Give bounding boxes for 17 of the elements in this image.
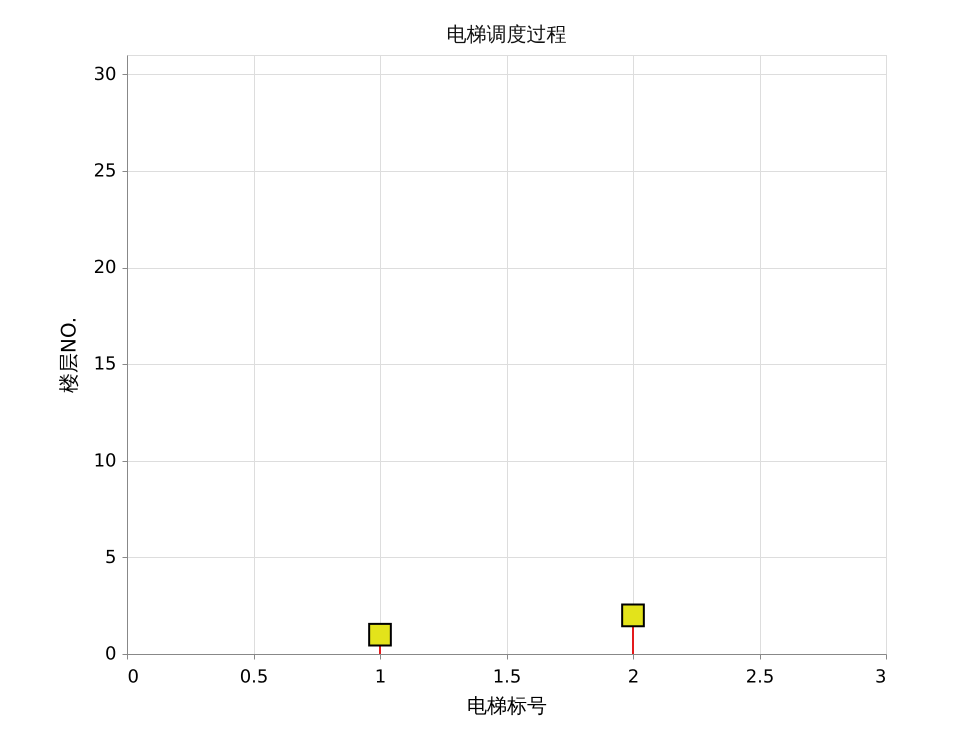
- x-tick-label: 2.5: [746, 666, 774, 688]
- y-axis-title: 楼层NO.: [56, 316, 81, 394]
- x-tick-label: 2: [628, 666, 640, 688]
- y-tick-label: 25: [94, 160, 116, 182]
- y-tick-label: 10: [94, 450, 116, 472]
- x-tick-label: 1.5: [492, 666, 522, 688]
- y-tick-label: 0: [105, 644, 116, 664]
- y-tick-label: 30: [94, 64, 116, 85]
- x-axis-title: 电梯标号: [467, 694, 547, 718]
- y-tick-label: 5: [105, 546, 116, 568]
- x-tick-label: 0.5: [240, 666, 268, 688]
- y-tick-label: 15: [94, 354, 116, 375]
- x-tick-label: 0: [128, 666, 139, 688]
- y-tick-label: 20: [94, 257, 116, 278]
- x-tick-label: 1: [374, 666, 386, 688]
- chart-title: 电梯调度过程: [446, 22, 566, 46]
- x-tick-label: 3: [875, 666, 886, 688]
